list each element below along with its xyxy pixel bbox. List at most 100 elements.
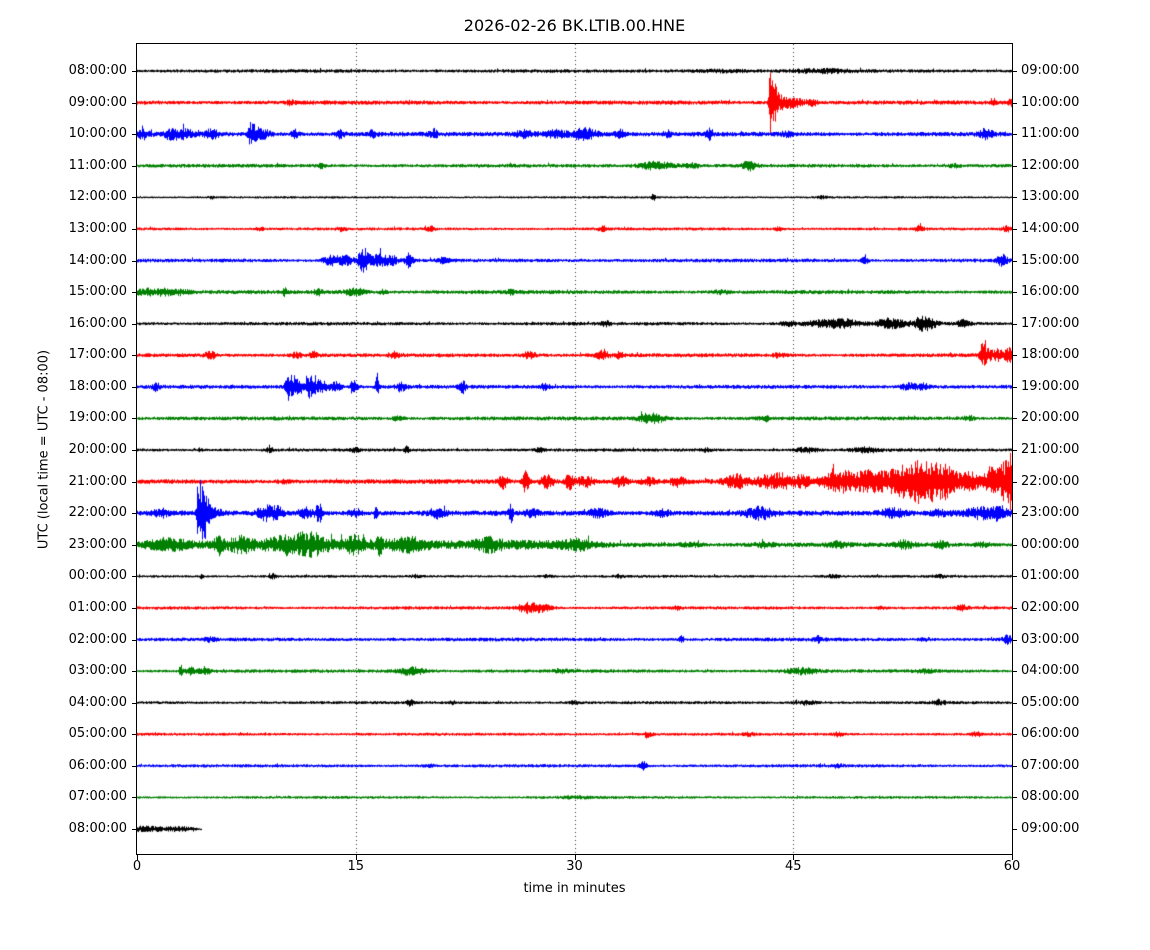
y-tick-right: [1012, 71, 1017, 72]
y-tick-right: [1012, 323, 1017, 325]
y-tick-right: [1012, 544, 1017, 546]
y-tick-left: [132, 228, 137, 230]
y-tick-left: [132, 576, 137, 578]
local-time-label: 06:00:00: [1021, 726, 1080, 742]
y-tick-right: [1012, 134, 1017, 136]
x-tick-label: 0: [132, 859, 142, 874]
utc-time-label: 13:00:00: [68, 220, 127, 236]
local-time-label: 17:00:00: [1021, 315, 1080, 331]
y-tick-right: [1012, 260, 1017, 262]
utc-time-label: 01:00:00: [68, 599, 127, 615]
local-time-label: 07:00:00: [1021, 757, 1080, 773]
local-time-label: 10:00:00: [1021, 94, 1080, 110]
y-tick-left: [132, 513, 137, 515]
utc-time-label: 10:00:00: [68, 126, 127, 142]
utc-time-label: 03:00:00: [68, 663, 127, 679]
y-tick-left: [132, 386, 137, 388]
local-time-label: 08:00:00: [1021, 789, 1080, 805]
x-tick-label: 15: [347, 859, 365, 874]
local-time-label: 23:00:00: [1021, 505, 1080, 521]
x-axis-label: time in minutes: [523, 881, 626, 896]
x-tick: [355, 855, 357, 860]
y-tick-left: [132, 450, 137, 451]
y-tick-left: [132, 734, 137, 736]
utc-time-label: 11:00:00: [68, 157, 127, 173]
y-tick-left: [132, 260, 137, 262]
y-tick-right: [1012, 639, 1017, 641]
x-tick: [793, 855, 795, 860]
local-time-label: 15:00:00: [1021, 252, 1080, 268]
x-tick-label: 60: [1003, 859, 1021, 874]
y-tick-right: [1012, 829, 1017, 830]
y-tick-right: [1012, 450, 1017, 451]
local-time-label: 12:00:00: [1021, 157, 1080, 173]
local-time-label: 11:00:00: [1021, 126, 1080, 142]
y-tick-right: [1012, 386, 1017, 388]
y-tick-left: [132, 323, 137, 325]
plot-area: [136, 43, 1013, 855]
utc-time-label: 06:00:00: [68, 757, 127, 773]
y-tick-right: [1012, 197, 1017, 199]
y-tick-left: [132, 418, 137, 420]
local-time-label: 22:00:00: [1021, 473, 1080, 489]
utc-time-label: 22:00:00: [68, 505, 127, 521]
y-tick-left: [132, 197, 137, 199]
y-tick-right: [1012, 418, 1017, 420]
y-tick-right: [1012, 513, 1017, 515]
local-time-label: 04:00:00: [1021, 663, 1080, 679]
utc-time-label: 00:00:00: [68, 568, 127, 584]
local-time-label: 01:00:00: [1021, 568, 1080, 584]
y-tick-left: [132, 292, 137, 294]
y-tick-right: [1012, 481, 1017, 483]
utc-time-label: 02:00:00: [68, 631, 127, 647]
utc-time-label: 09:00:00: [68, 94, 127, 110]
utc-time-label: 04:00:00: [68, 694, 127, 710]
y-tick-left: [132, 102, 137, 104]
y-tick-right: [1012, 165, 1017, 167]
utc-time-label: 17:00:00: [68, 347, 127, 363]
x-tick: [1012, 855, 1013, 860]
y-tick-left: [132, 829, 137, 830]
y-tick-right: [1012, 734, 1017, 736]
y-tick-left: [132, 165, 137, 167]
y-tick-right: [1012, 765, 1017, 767]
y-tick-right: [1012, 702, 1017, 704]
x-tick: [574, 855, 576, 860]
utc-time-label: 08:00:00: [68, 821, 127, 836]
y-tick-right: [1012, 102, 1017, 104]
local-time-label: 02:00:00: [1021, 599, 1080, 615]
local-time-label: 03:00:00: [1021, 631, 1080, 647]
y-tick-right: [1012, 355, 1017, 357]
utc-time-label: 21:00:00: [68, 473, 127, 489]
y-tick-right: [1012, 228, 1017, 230]
local-time-label: 14:00:00: [1021, 220, 1080, 236]
y-tick-left: [132, 671, 137, 673]
utc-time-label: 08:00:00: [68, 63, 127, 78]
y-tick-right: [1012, 797, 1017, 799]
local-time-label: 18:00:00: [1021, 347, 1080, 363]
y-tick-left: [132, 639, 137, 641]
local-time-label: 09:00:00: [1021, 821, 1080, 836]
y-tick-right: [1012, 607, 1017, 609]
seismogram-traces: [137, 44, 1012, 854]
y-tick-left: [132, 702, 137, 704]
y-tick-left: [132, 607, 137, 609]
local-time-label: 16:00:00: [1021, 284, 1080, 300]
utc-time-label: 05:00:00: [68, 726, 127, 742]
y-tick-left: [132, 71, 137, 72]
y-tick-right: [1012, 576, 1017, 578]
local-time-label: 09:00:00: [1021, 63, 1080, 78]
local-time-label: 05:00:00: [1021, 694, 1080, 710]
utc-time-label: 19:00:00: [68, 410, 127, 426]
chart-title: 2026-02-26 BK.LTIB.00.HNE: [463, 16, 686, 35]
utc-time-label: 12:00:00: [68, 189, 127, 205]
x-tick-label: 30: [566, 859, 583, 874]
local-time-label: 20:00:00: [1021, 410, 1080, 426]
local-time-label: 00:00:00: [1021, 536, 1080, 552]
local-time-label: 19:00:00: [1021, 378, 1080, 394]
utc-time-label: 23:00:00: [68, 536, 127, 552]
y-tick-left: [132, 481, 137, 483]
y-tick-left: [132, 134, 137, 136]
local-time-label: 21:00:00: [1021, 442, 1080, 457]
y-tick-right: [1012, 671, 1017, 673]
